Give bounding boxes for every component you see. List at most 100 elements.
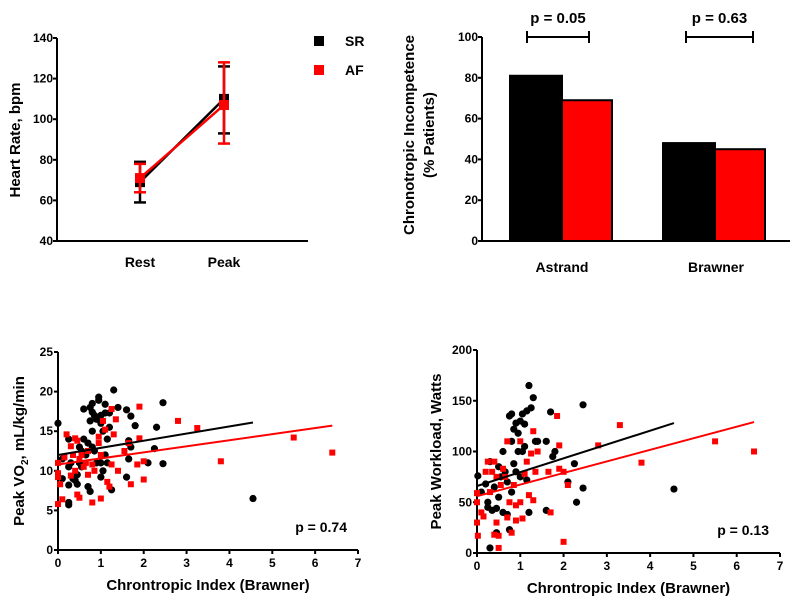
scatter-point-af (474, 490, 480, 497)
x-tick-label: Brawner (688, 259, 745, 275)
subscript: 2 (20, 459, 31, 465)
scatter-point-af (57, 481, 64, 488)
y-axis-title: Peak Workload, Watts (428, 374, 445, 530)
scatter-point-af (616, 422, 623, 429)
scatter-point-sr (670, 485, 678, 493)
data-point (219, 99, 229, 110)
y-tick-label: 40 (465, 152, 479, 166)
x-tick-label: 0 (55, 556, 62, 570)
scatter-point-sr (152, 423, 161, 431)
scatter-point-sr (97, 473, 105, 481)
y-tick-label: 20 (40, 385, 54, 399)
y-axis-title: Peak VO2, mL/kg/min (11, 376, 31, 526)
scatter-point-af (63, 431, 70, 438)
y-tick-label: 5 (46, 503, 53, 517)
scatter-point-sr (95, 396, 103, 404)
scatter-point-sr (495, 493, 503, 501)
scatter-point-af (499, 465, 506, 472)
scatter-point-af (97, 451, 104, 458)
y-tick-label: 200 (452, 343, 472, 357)
series-sr (54, 386, 257, 509)
x-tick-label: 3 (604, 559, 611, 573)
scatter-point-af (61, 454, 68, 461)
bar-af-astrand (561, 99, 613, 242)
scatter-point-af (512, 517, 519, 524)
x-tick-label: 2 (140, 556, 147, 570)
scatter-point-af (545, 468, 552, 475)
x-tick-label: 2 (560, 559, 567, 573)
y-tick-label: 0 (471, 234, 478, 248)
p-value-label: p = 0.74 (295, 519, 347, 535)
scatter-point-sr (65, 501, 73, 509)
scatter-point-sr (529, 394, 537, 402)
scatter-point-af (140, 476, 147, 483)
scatter-point-af (136, 435, 143, 442)
scatter-point-sr (99, 467, 107, 475)
scatter-point-sr (110, 386, 118, 394)
x-tick-label: 6 (312, 556, 319, 570)
y-tick-label: 0 (465, 546, 472, 560)
x-tick-label: 7 (355, 556, 362, 570)
scatter-point-af (74, 437, 81, 444)
bar-sr-brawner (662, 142, 716, 242)
x-axis-title: Chrontropic Index (Brawner) (527, 580, 730, 597)
y-tick-label: 50 (459, 495, 473, 509)
x-axis-title: Chrontropic Index (Brawner) (106, 577, 309, 594)
x-tick-label: 4 (647, 559, 654, 573)
scatter-point-sr (579, 401, 587, 409)
scatter-point-af (493, 473, 500, 480)
legend-label-sr: SR (345, 33, 364, 49)
scatter-point-af (112, 416, 119, 423)
scatter-point-sr (579, 484, 587, 492)
scatter-point-af (556, 465, 563, 472)
y-tick-label: 40 (40, 234, 54, 248)
scatter-point-af (491, 458, 498, 465)
y-tick-label: 25 (40, 345, 54, 359)
scatter-point-af (127, 481, 134, 488)
scatter-point-af (491, 531, 498, 538)
scatter-point-af (554, 412, 561, 419)
scatter-point-sr (503, 478, 511, 486)
series-line (139, 104, 225, 180)
scatter-point-sr (525, 381, 533, 390)
scatter-point-sr (131, 422, 139, 430)
scatter-point-af (115, 467, 121, 474)
scatter-point-af (55, 474, 61, 481)
peak-workload-scatter: 0 50 100 150 200 0 1 2 3 4 5 6 7 Chrontropic Index (B… (428, 343, 784, 597)
scatter-point-af (751, 448, 758, 455)
x-tick-label: Rest (125, 254, 156, 270)
data-point (135, 173, 145, 184)
scatter-point-af (108, 461, 115, 468)
scatter-point-af (480, 513, 487, 520)
y-tick-label: 100 (33, 112, 53, 126)
scatter-point-af (484, 458, 491, 465)
scatter-point-af (329, 449, 336, 456)
scatter-point-af (504, 438, 511, 445)
scatter-point-af (478, 509, 485, 516)
scatter-point-sr (125, 455, 133, 463)
series-af (474, 412, 758, 551)
scatter-point-sr (492, 504, 501, 512)
regression-line-af (476, 421, 755, 498)
scatter-point-sr (249, 494, 257, 503)
scatter-point-af (493, 519, 500, 526)
scatter-point-af (495, 532, 502, 539)
y-axis-title-part: Peak VO (11, 465, 28, 526)
scatter-point-sr (65, 481, 73, 489)
scatter-point-sr (542, 437, 550, 445)
scatter-point-sr (159, 460, 167, 468)
scatter-point-af (67, 443, 74, 450)
series-sr (134, 65, 230, 204)
scatter-point-af (290, 434, 297, 441)
scatter-point-sr (88, 399, 96, 408)
y-axis-title: Chronotropic Incompetence (401, 35, 418, 235)
x-tick-label: 1 (517, 559, 524, 573)
scatter-point-af (528, 450, 535, 457)
scatter-point-af (104, 478, 111, 485)
scatter-point-sr (86, 487, 94, 495)
heart-rate-chart: 40 60 80 100 120 140 Rest Peak Heart Rate, bpm SR… (7, 31, 364, 270)
scatter-point-af (525, 492, 532, 499)
scatter-point-af (556, 442, 563, 449)
scatter-point-sr (499, 447, 507, 456)
